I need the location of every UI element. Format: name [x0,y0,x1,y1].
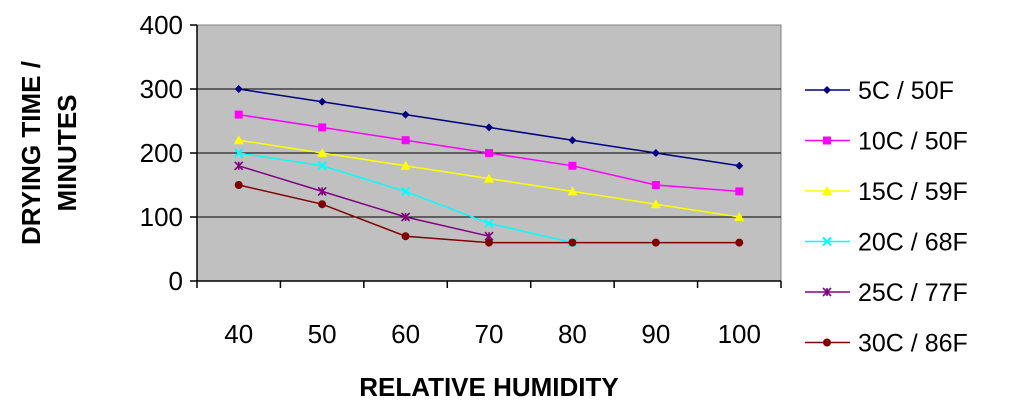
data-point-s4-70 [484,218,494,229]
data-point-s6-40 [234,181,243,189]
series-line-5 [238,165,490,237]
y-tick-label-300: 300 [140,74,183,104]
data-point-s6-100 [735,238,744,247]
data-point-s2-100 [735,187,744,196]
series-1 [234,85,744,170]
x-tick-label-100: 100 [718,319,761,349]
legend-marker-2 [823,136,831,145]
data-point-s3-100 [734,212,745,221]
data-point-s6-80 [568,238,577,247]
data-point-s1-100 [735,161,744,170]
legend-label-2: 10C / 50F [858,128,968,156]
legend: 5C / 50F 10C / 50F 15C / 59F 20C / 68F 25C /… [795,62,1009,376]
x-tick-label-40: 40 [224,319,253,349]
series-6 [234,181,744,247]
data-point-s3-40 [233,135,244,145]
data-point-s1-80 [568,136,577,145]
data-point-s2-80 [568,161,577,170]
series-5 [234,161,494,241]
data-point-s4-50 [317,161,327,171]
data-point-s2-40 [234,110,243,119]
data-point-s2-90 [651,181,660,189]
x-tick-label-70: 70 [475,319,504,349]
data-point-s2-60 [401,136,410,145]
legend-label-5: 25C / 77F [858,279,968,307]
series-3 [233,135,745,221]
legend-marker-1 [823,86,831,94]
data-point-s5-40 [234,161,244,171]
legend-box [795,62,1009,376]
data-point-s4-40 [234,148,244,158]
data-point-s3-80 [567,186,578,196]
data-point-s1-60 [401,110,410,119]
x-axis-title: RELATIVE HUMIDITY [359,372,619,402]
data-point-s3-50 [317,148,328,157]
x-axis-ticks: 40 50 60 70 80 90 100 [196,280,782,349]
y-axis-title-line-2: MINUTES [52,95,82,212]
y-tick-label-400: 400 [140,10,183,40]
data-point-s3-70 [484,173,494,183]
x-tick-label-50: 50 [308,319,337,349]
y-tick-label-100: 100 [140,202,183,232]
x-tick-label-90: 90 [641,319,670,349]
legend-label-6: 30C / 86F [858,330,968,358]
data-point-s1-50 [318,97,327,106]
data-point-s2-70 [485,149,493,157]
data-point-s3-90 [650,199,661,209]
data-point-s3-60 [400,160,411,170]
legend-label-1: 5C / 50F [858,77,954,105]
legend-label-3: 15C / 59F [858,178,968,206]
data-point-s6-90 [651,238,660,247]
series-lines [233,85,745,248]
data-point-s1-90 [651,149,660,157]
data-point-s6-70 [485,238,493,247]
series-2 [234,110,744,196]
legend-label-4: 20C / 68F [858,229,968,257]
y-axis-ticks: 0 100 200 300 400 [140,10,198,296]
data-point-s1-40 [234,85,243,93]
data-point-s6-60 [401,232,410,241]
legend-marker-6 [823,338,831,347]
x-tick-label-60: 60 [391,319,420,349]
data-point-s5-60 [401,212,411,222]
y-axis-title-line-1: DRYING TIME / [16,61,46,245]
y-tick-label-0: 0 [169,266,183,296]
data-point-s4-60 [400,186,411,197]
data-point-s5-50 [317,186,327,196]
data-point-s1-70 [485,123,493,132]
data-point-s6-50 [318,200,327,209]
legend-marker-5 [822,287,832,297]
y-tick-label-200: 200 [140,138,183,168]
x-tick-label-80: 80 [558,319,587,349]
legend-marker-3 [822,186,832,195]
legend-marker-4 [822,236,832,247]
data-point-s2-50 [318,123,327,132]
